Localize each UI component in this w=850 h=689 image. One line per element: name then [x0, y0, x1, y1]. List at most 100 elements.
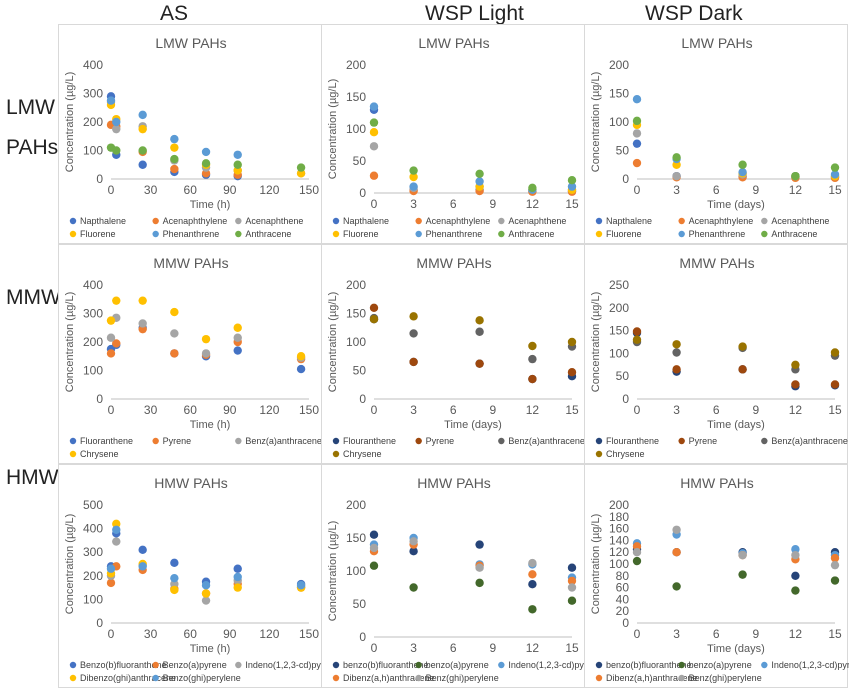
x-tick-label: 12: [789, 183, 803, 197]
legend-marker: [678, 674, 685, 682]
y-tick-label: 200: [609, 58, 629, 72]
legend-label: Benz(a)anthracene: [508, 436, 585, 446]
data-point: [233, 346, 242, 355]
y-axis-label: Concentration (µg/L): [327, 79, 339, 180]
data-point: [409, 547, 418, 556]
legend-label: Benzo(ghi)perylene: [163, 673, 241, 683]
legend-marker: [235, 217, 242, 225]
legend-marker: [152, 217, 159, 225]
legend-marker: [152, 661, 159, 669]
data-point: [106, 578, 116, 588]
legend-label: Fluorene: [606, 229, 642, 239]
y-tick-label: 0: [622, 172, 629, 186]
y-tick-label: 400: [83, 278, 103, 292]
data-point: [106, 349, 116, 358]
chart-panel-mmw-as: MMW PAHs 0 100 200 300 400 0 30 60 90 120 150 Time (…: [58, 244, 322, 464]
data-point: [369, 102, 379, 111]
x-tick-label: 0: [634, 627, 641, 641]
x-tick-label: 90: [223, 627, 237, 641]
legend-label: Fluoranthene: [80, 436, 133, 446]
data-point: [738, 160, 747, 169]
data-point: [672, 548, 681, 557]
data-point: [138, 296, 147, 305]
legend-marker: [69, 217, 77, 225]
data-point: [106, 96, 116, 105]
data-point: [106, 316, 116, 325]
legend-marker: [595, 217, 603, 225]
chart-title: LMW PAHs: [681, 35, 752, 51]
x-tick-label: 120: [259, 627, 279, 641]
x-tick-label: 0: [371, 403, 378, 417]
data-point: [112, 146, 121, 155]
chart-svg: MMW PAHs 0 100 200 300 400 0 30 60 90 120 150 Time (…: [64, 255, 322, 459]
y-tick-label: 40: [616, 592, 630, 606]
legend-label: Anthracene: [245, 229, 291, 239]
y-tick-label: 200: [83, 335, 103, 349]
legend-label: Dibenz(a,h)anthracene: [606, 673, 698, 683]
data-point: [672, 365, 681, 374]
data-point: [409, 357, 418, 367]
data-point: [830, 560, 840, 570]
y-tick-label: 100: [609, 557, 629, 571]
x-tick-label: 0: [371, 197, 378, 211]
x-tick-label: 90: [223, 183, 237, 197]
data-point: [791, 360, 800, 369]
legend-marker: [69, 437, 77, 445]
data-point: [475, 177, 484, 186]
y-tick-label: 0: [96, 392, 103, 406]
x-tick-label: 12: [789, 627, 803, 641]
data-point: [170, 329, 179, 338]
data-point: [409, 329, 418, 338]
data-point: [528, 558, 537, 568]
y-tick-label: 0: [622, 616, 629, 630]
data-point: [672, 153, 681, 162]
legend-label: Acenaphthylene: [426, 216, 491, 226]
data-point: [201, 589, 211, 598]
chart-title: HMW PAHs: [154, 475, 228, 491]
data-point: [106, 564, 116, 573]
y-tick-label: 300: [83, 545, 103, 559]
x-tick-label: 9: [752, 183, 759, 197]
y-tick-label: 0: [359, 392, 366, 406]
data-point: [138, 319, 147, 328]
data-point: [296, 581, 306, 590]
legend-label: Chrysene: [80, 449, 119, 459]
data-point: [170, 143, 179, 152]
data-point: [475, 316, 484, 325]
x-tick-label: 60: [184, 183, 198, 197]
x-tick-label: 9: [752, 403, 759, 417]
y-tick-label: 50: [353, 597, 367, 611]
data-point: [233, 160, 242, 169]
x-tick-label: 15: [828, 403, 842, 417]
data-point: [738, 550, 747, 560]
data-point: [409, 537, 418, 546]
y-tick-label: 300: [83, 307, 103, 321]
data-point: [369, 142, 379, 151]
data-point: [830, 553, 840, 563]
data-point: [138, 160, 147, 169]
legend-label: Benz(a)anthracene: [245, 436, 322, 446]
x-tick-label: 3: [673, 627, 680, 641]
legend-marker: [761, 437, 768, 445]
x-tick-label: 90: [223, 403, 237, 417]
legend-marker: [69, 661, 77, 669]
data-point: [170, 154, 179, 164]
data-point: [528, 354, 537, 364]
data-point: [672, 340, 681, 349]
x-tick-label: 6: [713, 627, 720, 641]
x-axis-label: Time (h): [190, 643, 231, 655]
data-point: [830, 348, 840, 357]
legend-marker: [678, 217, 685, 225]
legend-label: Phenanthrene: [426, 229, 483, 239]
legend-label: Napthalene: [606, 216, 652, 226]
data-point: [632, 129, 642, 138]
x-tick-label: 0: [634, 183, 641, 197]
legend-marker: [69, 230, 77, 238]
legend-label: Fluorene: [80, 229, 116, 239]
chart-title: MMW PAHs: [679, 255, 754, 271]
y-tick-label: 100: [83, 364, 103, 378]
legend-label: Pyrene: [426, 436, 455, 446]
x-axis-label: Time (days): [707, 419, 765, 431]
data-point: [369, 530, 379, 539]
y-tick-label: 0: [622, 392, 629, 406]
